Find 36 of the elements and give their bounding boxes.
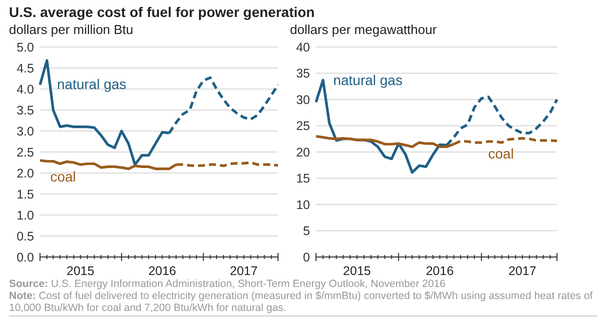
y-tick-label: 5.0 — [16, 40, 34, 54]
text: coal — [488, 145, 514, 162]
series-label: natural gas — [57, 76, 126, 92]
y-tick-label: 40 — [296, 40, 310, 54]
y-axis-title: dollars per megawatthour — [290, 22, 438, 37]
y-tick-label: 20 — [296, 145, 310, 160]
y-axis-title: dollars per million Btu — [9, 22, 134, 37]
y-tick-label: 1.5 — [16, 187, 34, 202]
y-tick-label: 2.5 — [16, 145, 34, 160]
text: Note: Cost of fuel delivered to electricity generation (measured in $/mmBtu) converted to $/MWh using assumed heat rates of — [9, 290, 593, 302]
y-tick-label: 35 — [296, 66, 310, 81]
series-label: coal — [50, 168, 76, 184]
y-tick-label: 3.0 — [16, 124, 34, 138]
text: 10,000 Btu/kWh for coal and 7,200 Btu/kWh for natural gas. — [9, 302, 286, 314]
y-tick-label: 0.0 — [16, 250, 34, 264]
chart-title: U.S. average cost of fuel for power generation — [9, 4, 315, 20]
y-tick-label: 3.5 — [16, 103, 34, 118]
y-tick-label: 15 — [296, 172, 310, 186]
x-tick-label: 2015 — [343, 264, 371, 278]
x-tick-label: 2017 — [508, 264, 536, 278]
y-tick-label: 30 — [296, 92, 310, 107]
x-tick-label: 2017 — [230, 264, 258, 278]
y-tick-label: 0.5 — [16, 229, 34, 244]
y-tick-label: 0 — [303, 250, 310, 264]
y-tick-label: 5 — [303, 224, 310, 238]
x-tick-label: 2015 — [66, 264, 94, 278]
x-tick-label: 2016 — [426, 264, 454, 278]
source-note: Source: U.S. Energy Information Administration, Short-Term Energy Outlook, November 2016 — [9, 278, 446, 290]
y-tick-label: 1.0 — [16, 208, 34, 222]
y-tick-label: 10 — [296, 198, 310, 212]
y-tick-label: 4.0 — [16, 82, 34, 96]
y-tick-label: 2.0 — [16, 166, 34, 180]
y-tick-label: 4.5 — [16, 61, 34, 76]
series-label: natural gas — [333, 72, 402, 88]
x-tick-label: 2016 — [148, 264, 176, 278]
y-tick-label: 25 — [296, 119, 310, 134]
